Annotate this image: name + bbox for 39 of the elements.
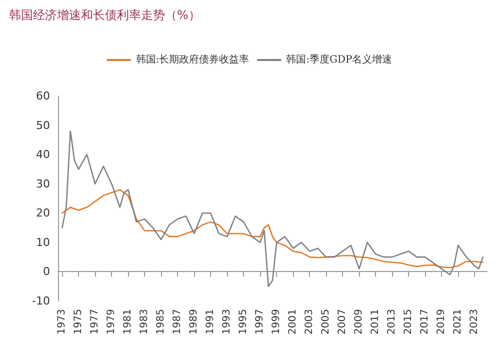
y-tick-label: 0 [43,265,50,278]
x-tick-label: 1993 [222,309,233,334]
y-tick-label: 40 [36,148,50,162]
legend-label: 韩国:长期政府债券收益率 [136,54,250,66]
x-tick-label: 2013 [386,309,398,334]
x-tick-label: 1985 [156,309,167,334]
y-tick-label: -10 [32,294,50,308]
x-tick-label: 2021 [452,309,464,334]
x-tick-label: 1979 [106,309,118,334]
x-tick-label: 2005 [320,309,332,334]
x-tick-label: 2015 [403,309,414,334]
x-tick-label: 1975 [73,309,84,334]
x-tick-label: 1997 [254,309,266,334]
x-tick-label: 2009 [354,309,365,334]
y-tick-label: 60 [36,90,50,102]
x-tick-label: 1999 [271,309,282,334]
x-tick-label: 2011 [370,309,382,334]
x-tick-label: 1987 [172,309,184,334]
x-tick-label: 2007 [337,309,348,334]
line-series [61,189,484,268]
chart-title: 韩国经济增速和长债利率走势（%） [9,8,200,22]
x-tick-label: 2003 [304,309,316,334]
x-tick-label: 1989 [188,309,200,334]
legend-label: 韩国:季度GDP名义增速 [286,54,392,66]
y-tick-label: 30 [36,177,50,190]
line-series [61,130,484,288]
x-tick-label: 2017 [420,309,431,334]
y-tick-label: 10 [36,236,50,249]
y-tick-label: 20 [36,206,50,220]
x-tick-label: 1981 [122,309,134,334]
x-tick-label: 1983 [139,309,150,334]
x-tick-label: 1991 [205,309,216,334]
x-tick-label: 1977 [90,309,101,334]
x-tick-label: 2019 [436,309,448,334]
x-tick-label: 2001 [288,309,299,334]
y-tick-label: 50 [36,118,50,132]
x-tick-label: 1973 [56,309,68,334]
x-tick-label: 2023 [469,309,480,334]
x-tick-label: 1995 [238,309,250,334]
